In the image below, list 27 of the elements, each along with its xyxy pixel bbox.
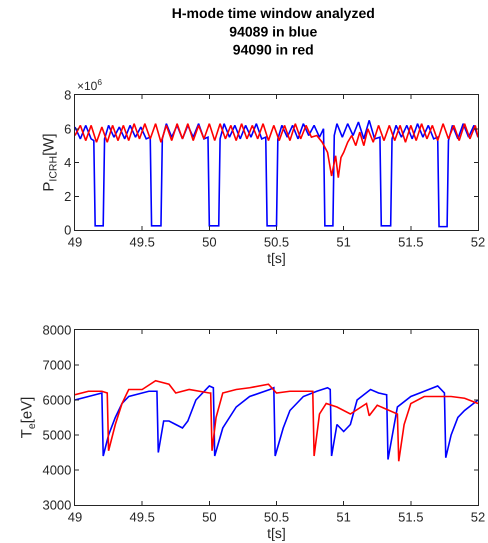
x-tick-label: 50 (202, 234, 217, 250)
y-tick-label: 4000 (42, 462, 72, 478)
x-tick-label: 51 (336, 510, 351, 525)
chart-title: H-mode time window analyzed 94089 in blue 94090 in red (172, 5, 375, 58)
x-tick-label: 51.5 (398, 234, 424, 250)
x-tick-label: 49.5 (130, 234, 155, 250)
x-tick-label: 50 (202, 510, 217, 525)
y-tick-label: 4 (64, 155, 72, 170)
x-tick-label: 52 (470, 234, 486, 250)
x-tick-label: 51.5 (398, 510, 424, 525)
x-tick-label: 49.5 (130, 510, 155, 525)
line-series (75, 120, 478, 228)
x-axis-title: t[s] (267, 524, 286, 541)
line-series (75, 122, 478, 178)
y-tick-label: 2 (64, 188, 72, 204)
x-tick-label: 52 (470, 510, 486, 525)
x-axis-title: t[s] (267, 250, 286, 266)
x-tick-label: 51 (336, 234, 351, 250)
y-tick-label: 8 (64, 88, 72, 103)
text: ×10$^{6}$ (77, 77, 102, 94)
y-tick-label: 6 (64, 121, 72, 136)
y-tick-label: 8000 (42, 322, 72, 338)
y-tick-label: 7000 (42, 358, 72, 373)
x-tick-label: 50.5 (264, 234, 290, 250)
y-tick-label: 6000 (42, 392, 72, 408)
y-tick-label: 5000 (42, 428, 72, 443)
x-tick-label: 50.5 (264, 510, 290, 525)
